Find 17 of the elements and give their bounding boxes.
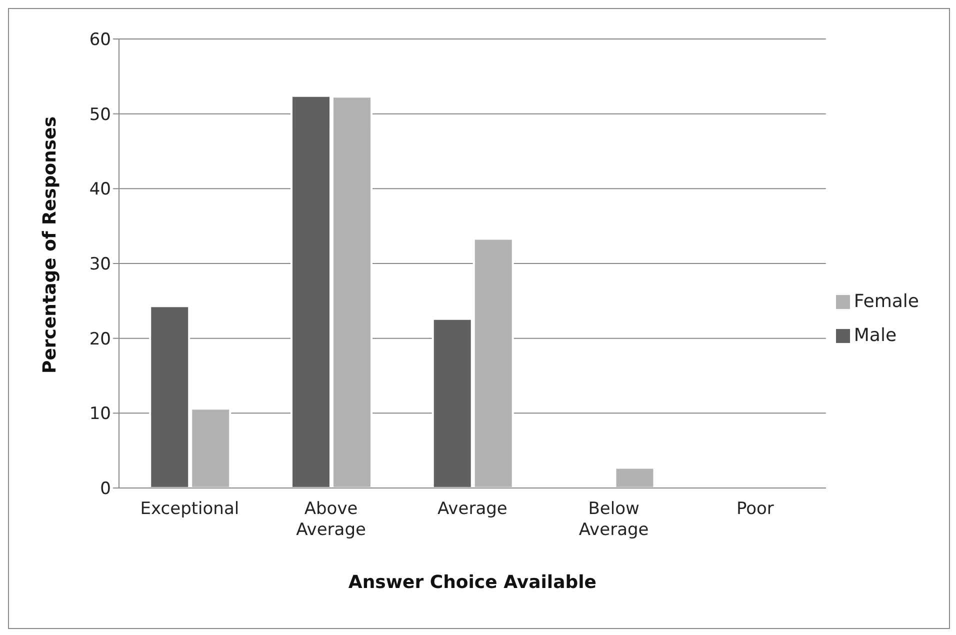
y-tick-label: 40 <box>89 180 111 200</box>
legend-label: Male <box>854 324 897 346</box>
y-tick-label: 50 <box>89 104 111 125</box>
bar <box>614 466 656 488</box>
x-axis-title: Answer Choice Available <box>348 572 596 593</box>
y-tick-label: 10 <box>89 404 111 424</box>
legend-label: Female <box>854 290 919 312</box>
x-tick-label: Exceptional <box>140 499 240 519</box>
x-tick-label: Poor <box>736 499 774 519</box>
x-tick-label: Below Average <box>578 499 649 540</box>
y-tick-label: 60 <box>89 30 111 50</box>
y-axis-title: Percentage of Responses <box>39 116 60 374</box>
y-tick-label: 30 <box>89 254 111 275</box>
x-tick-label: Average <box>438 499 508 519</box>
y-tick-label: 20 <box>89 329 111 350</box>
y-tick-label: 0 <box>100 479 111 500</box>
x-tick-label: Above Average <box>296 499 366 540</box>
